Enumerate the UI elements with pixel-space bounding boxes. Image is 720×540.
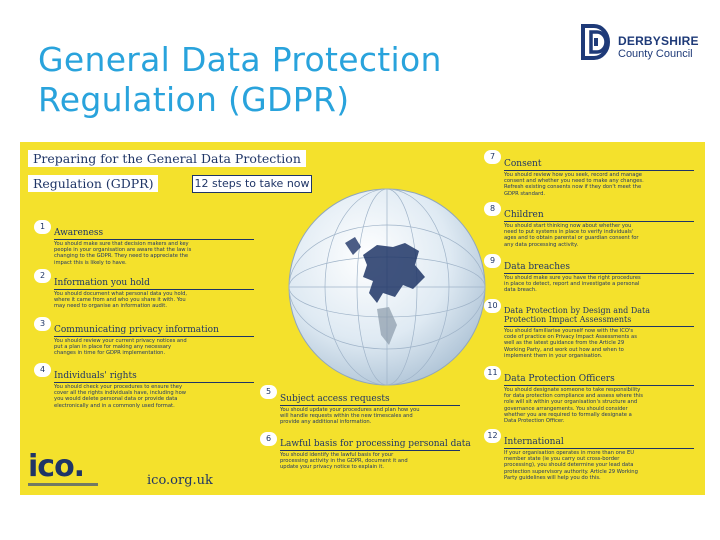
- step-1-title: Awareness: [54, 228, 104, 238]
- step-2-body: You should document what personal data y…: [54, 291, 188, 310]
- step-6-body: You should identify the lawful basis for…: [280, 452, 408, 471]
- step-10-number: 10: [484, 299, 501, 313]
- step-12-body: If your organisation operates in more th…: [504, 450, 638, 481]
- step-9-number: 9: [484, 254, 501, 268]
- step-1-number: 1: [34, 220, 51, 234]
- step-7-title: Consent: [504, 159, 542, 169]
- step-12-title: International: [504, 437, 564, 447]
- logo-line2: County Council: [618, 48, 693, 60]
- step-11-title: Data Protection Officers: [504, 374, 615, 384]
- ico-logo-strapline: [28, 483, 98, 486]
- globe-icon: [288, 188, 486, 386]
- step-4-rule: [54, 382, 254, 383]
- slide-title: General Data Protection Regulation (GDPR…: [38, 40, 442, 120]
- step-11-body: You should designate someone to take res…: [504, 387, 643, 425]
- step-8-number: 8: [484, 202, 501, 216]
- step-7-rule: [504, 170, 694, 171]
- step-3-title: Communicating privacy information: [54, 325, 219, 335]
- step-2-number: 2: [34, 269, 51, 283]
- step-3-body: You should review your current privacy n…: [54, 338, 187, 357]
- step-5-body: You should update your procedures and pl…: [280, 407, 420, 426]
- step-2-rule: [54, 289, 254, 290]
- ico-url: ico.org.uk: [147, 473, 213, 488]
- step-10-title: Data Protection by Design and Data Prote…: [504, 306, 651, 324]
- step-5-number: 5: [260, 385, 277, 399]
- step-12-number: 12: [484, 429, 501, 443]
- step-1-rule: [54, 239, 254, 240]
- step-10-rule: [504, 326, 694, 327]
- slide-title-line2: Regulation (GDPR): [38, 80, 350, 119]
- step-4-number: 4: [34, 363, 51, 377]
- step-2-title: Information you hold: [54, 278, 150, 288]
- step-11-rule: [504, 385, 694, 386]
- step-4-body: You should check your procedures to ensu…: [54, 384, 187, 409]
- logo-line1: DERBYSHIRE: [618, 34, 699, 48]
- step-6-number: 6: [260, 432, 277, 446]
- dd-logo-icon: [581, 24, 610, 60]
- step-4-title: Individuals' rights: [54, 371, 137, 381]
- step-9-body: You should make sure you have the right …: [504, 275, 641, 294]
- step-12-rule: [504, 448, 694, 449]
- step-1-body: You should make sure that decision maker…: [54, 241, 192, 266]
- step-6-title: Lawful basis for processing personal dat…: [280, 439, 471, 449]
- poster-header-line1: Preparing for the General Data Protectio…: [28, 150, 306, 167]
- step-7-number: 7: [484, 150, 501, 164]
- poster-header-line2: Regulation (GDPR): [28, 175, 159, 192]
- step-10-body: You should familiarise yourself now with…: [504, 328, 637, 359]
- step-8-rule: [504, 221, 694, 222]
- step-3-rule: [54, 336, 254, 337]
- step-8-body: You should start thinking now about whet…: [504, 223, 639, 248]
- step-5-rule: [280, 405, 460, 406]
- step-3-number: 3: [34, 317, 51, 331]
- steps-label: 12 steps to take now: [192, 175, 312, 193]
- step-9-title: Data breaches: [504, 262, 570, 272]
- ico-logo: ico.: [28, 449, 85, 484]
- step-9-rule: [504, 273, 694, 274]
- slide-title-line1: General Data Protection: [38, 40, 442, 79]
- step-11-number: 11: [484, 366, 501, 380]
- derbyshire-logo: DERBYSHIRE County Council: [580, 22, 710, 68]
- step-5-title: Subject access requests: [280, 394, 390, 404]
- gdpr-poster: Preparing for the General Data Protectio…: [20, 142, 705, 495]
- step-8-title: Children: [504, 210, 544, 220]
- step-7-body: You should review how you seek, record a…: [504, 172, 644, 197]
- step-6-rule: [280, 450, 460, 451]
